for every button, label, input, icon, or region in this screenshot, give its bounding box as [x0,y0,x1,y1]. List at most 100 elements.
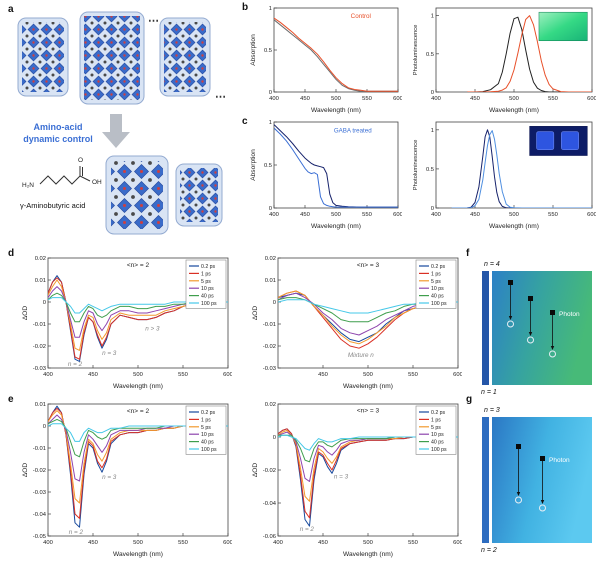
energy-transfer-diagram [507,280,556,358]
svg-text:Absorption: Absorption [250,34,257,66]
svg-text:0.01: 0.01 [35,278,46,284]
chart-svg: 400 450 500 550 600 0.02 0.01 0 -0.01 -0.02 -0.03 W… [22,256,232,390]
svg-text:1 ps: 1 ps [201,417,211,423]
chart-c-absorption: 400 450 500 550 600 0 0.5 1 Wavelength (nm) Absor… [248,118,402,230]
svg-text:-0.02: -0.02 [263,468,276,474]
svg-text:550: 550 [362,96,372,102]
svg-text:0: 0 [269,206,272,212]
svg-text:0: 0 [273,435,276,441]
svg-text:500: 500 [363,372,373,378]
photon-label: Photon [549,457,570,464]
svg-text:10 ps: 10 ps [201,286,214,292]
svg-text:400: 400 [269,96,279,102]
svg-text:0: 0 [431,206,434,212]
svg-text:550: 550 [408,372,418,378]
down-arrow [102,114,130,148]
svg-text:0: 0 [273,300,276,306]
chart-svg: 400 450 500 550 600 0.02 0 -0.02 -0.04 -0.06 Wavel… [252,402,462,558]
svg-text:0.5: 0.5 [426,167,434,173]
svg-text:ΔOD: ΔOD [22,463,29,478]
panel-f-diagram: n = 4 Photon n = 1 [481,261,592,396]
crystal-lattice-small-2 [164,22,206,92]
svg-text:5 ps: 5 ps [201,425,211,431]
svg-text:40 ps: 40 ps [201,440,214,446]
svg-text:450: 450 [88,372,98,378]
svg-text:550: 550 [362,212,372,218]
svg-text:450: 450 [318,372,328,378]
svg-text:0.2 ps: 0.2 ps [201,410,216,416]
ellipsis: ⋯ [148,15,159,27]
svg-text:600: 600 [453,540,462,546]
svg-text:-0.01: -0.01 [33,446,46,452]
svg-text:400: 400 [431,212,441,218]
svg-text:450: 450 [318,540,328,546]
svg-text:-0.02: -0.02 [33,344,46,350]
ellipsis: ⋯ [215,91,226,103]
svg-text:0.01: 0.01 [35,402,46,408]
energy-transfer-diagram [515,444,546,512]
chart-d-ta-n3: 450 500 550 600 0.02 0.01 0 -0.01 -0.02 -0.03 Wave… [250,254,462,390]
n3-label: n = 3 [484,407,500,414]
chart-b-photoluminescence: 400 450 500 550 600 0 0.5 1 Wavelength (nm) Photo… [410,4,596,114]
n2-layer-stripe [482,417,489,543]
svg-text:Wavelength (nm): Wavelength (nm) [311,223,361,230]
svg-text:-0.03: -0.03 [263,366,276,372]
svg-text:0: 0 [269,90,272,96]
chart-c-photoluminescence: 400 450 500 550 600 0 0.5 1 Wavelength (nm) Photo… [410,118,596,230]
svg-text:-0.01: -0.01 [263,322,276,328]
n4-label: n = 4 [484,261,500,268]
svg-text:550: 550 [548,212,558,218]
svg-text:5 ps: 5 ps [431,425,441,431]
svg-text:40 ps: 40 ps [201,294,214,300]
svg-text:ΔOD: ΔOD [252,463,259,478]
svg-text:Wavelength (nm): Wavelength (nm) [343,551,393,558]
h2n-label: H₂N [22,182,34,189]
svg-text:n > 3: n > 3 [145,326,160,333]
chart-e-ta-n3: 400 450 500 550 600 0.02 0 -0.02 -0.04 -0.06 Wavel… [250,400,462,558]
svg-text:0: 0 [431,90,434,96]
panel-label-a: a [8,4,14,15]
crystal-row-top [17,11,211,105]
svg-text:600: 600 [587,96,596,102]
svg-text:n = 2: n = 2 [69,529,84,536]
gaba-molecule [39,166,91,185]
svg-text:450: 450 [300,96,310,102]
svg-text:-0.06: -0.06 [263,534,276,540]
svg-text:400: 400 [43,540,53,546]
svg-text:10 ps: 10 ps [431,432,444,438]
chart-d-ta-n2: 400 450 500 550 600 0.02 0.01 0 -0.01 -0.02 -0.03 W… [20,254,232,390]
svg-text:600: 600 [587,212,596,218]
svg-text:10 ps: 10 ps [431,286,444,292]
chart-svg: 450 500 550 600 0.02 0.01 0 -0.01 -0.02 -0.03 Wave… [252,256,462,390]
svg-text:0.02: 0.02 [265,402,276,408]
svg-text:1: 1 [431,14,434,20]
svg-text:1 ps: 1 ps [431,417,441,423]
crystal-lattice-large [84,16,140,100]
n1-layer-stripe [482,271,489,385]
svg-text:-0.02: -0.02 [263,344,276,350]
svg-text:500: 500 [509,212,519,218]
svg-text:ΔOD: ΔOD [22,306,29,321]
svg-text:1 ps: 1 ps [201,271,211,277]
svg-text:-0.05: -0.05 [33,534,46,540]
svg-text:100 ps: 100 ps [431,447,447,453]
svg-text:n = 3: n = 3 [102,350,117,357]
svg-text:<n> = 3: <n> = 3 [357,262,380,269]
svg-text:-0.03: -0.03 [33,490,46,496]
panel-label-g: g [466,394,473,405]
svg-text:600: 600 [223,540,232,546]
svg-text:ΔOD: ΔOD [252,306,259,321]
chart-b-absorption: 400 450 500 550 600 0 0.5 1 Wavelength (nm) Absor… [248,4,402,114]
gaba-name: γ-Aminobutyric acid [20,201,85,210]
n3-sheet [492,417,592,543]
svg-text:500: 500 [331,212,341,218]
svg-text:100 ps: 100 ps [201,447,217,453]
svg-text:500: 500 [133,540,143,546]
oh-label: OH [92,179,102,186]
svg-text:500: 500 [331,96,341,102]
svg-text:450: 450 [470,212,480,218]
svg-text:Mixture n: Mixture n [348,352,374,359]
svg-text:5 ps: 5 ps [201,279,211,285]
chart-svg: 400 450 500 550 600 0 0.5 1 Wavelength (nm) Photo… [413,121,596,230]
